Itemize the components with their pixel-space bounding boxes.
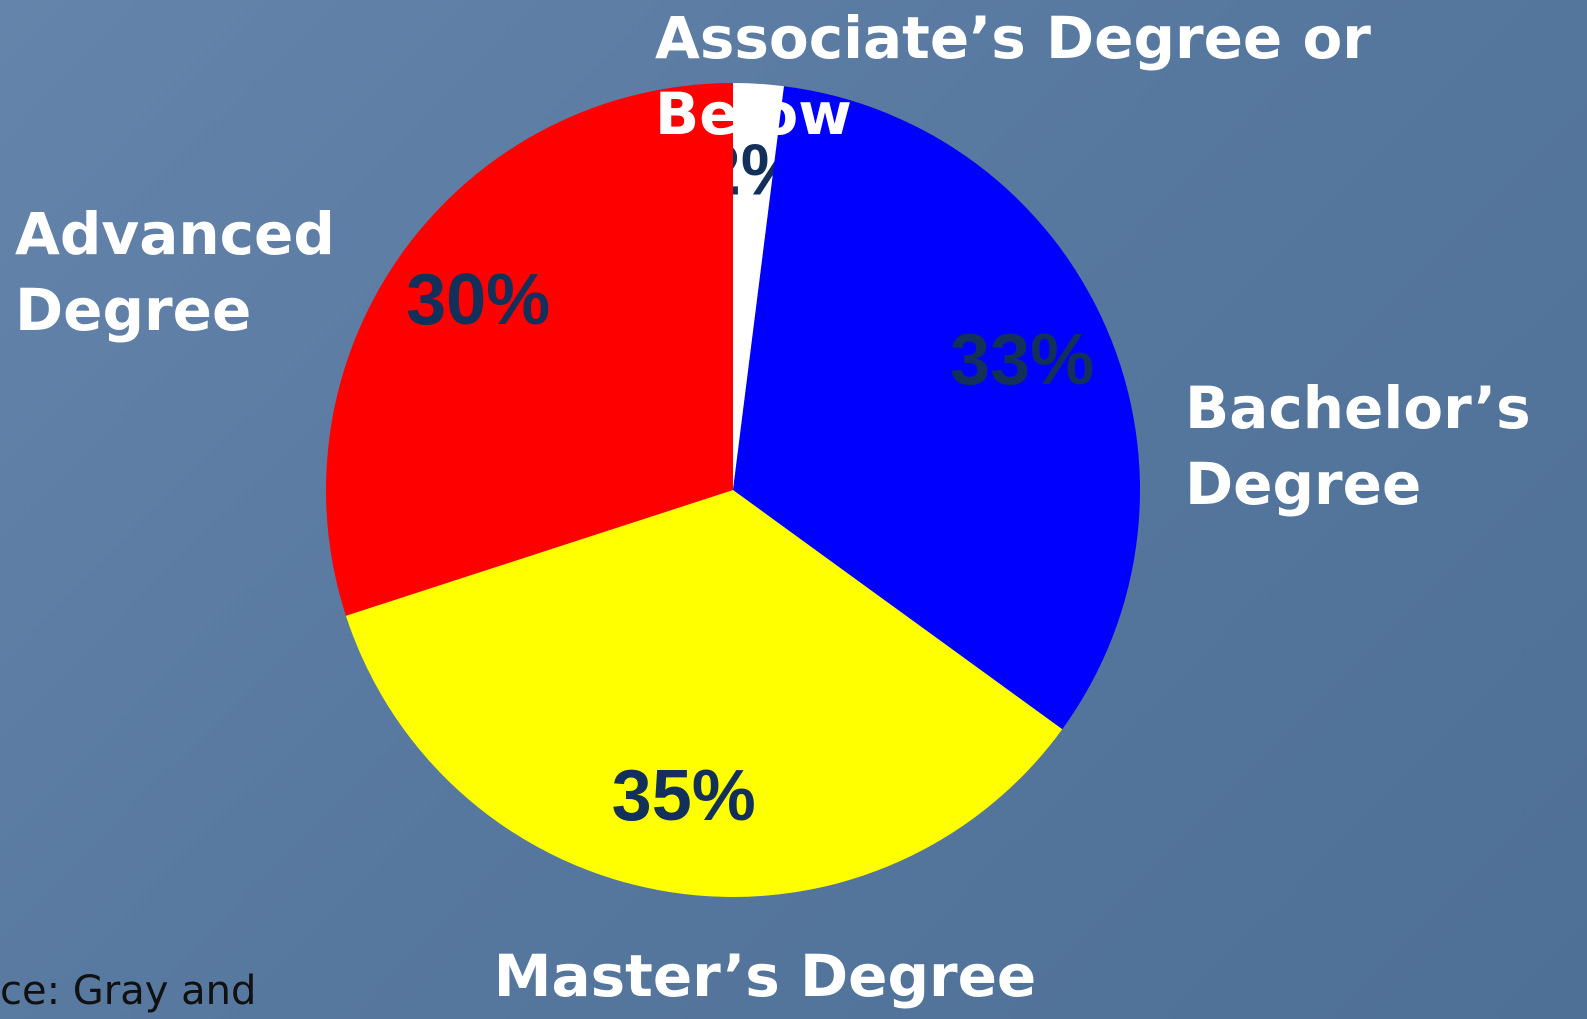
pie-slice [733, 86, 1140, 730]
category-label: Bachelor’s Degree [1185, 374, 1531, 518]
pie-slice [345, 490, 1063, 897]
value-label: 30% [406, 260, 550, 340]
category-label: Master’s Degree [493, 942, 1037, 1010]
category-label: Associate’s Degree or Below [655, 4, 1371, 148]
category-label: Advanced Degree [15, 200, 335, 344]
value-label: 33% [950, 320, 1094, 400]
source-note: ce: Gray and [0, 968, 257, 1014]
pie-slice [733, 83, 785, 490]
value-label: 35% [612, 756, 756, 836]
pie-slice [325, 83, 733, 616]
